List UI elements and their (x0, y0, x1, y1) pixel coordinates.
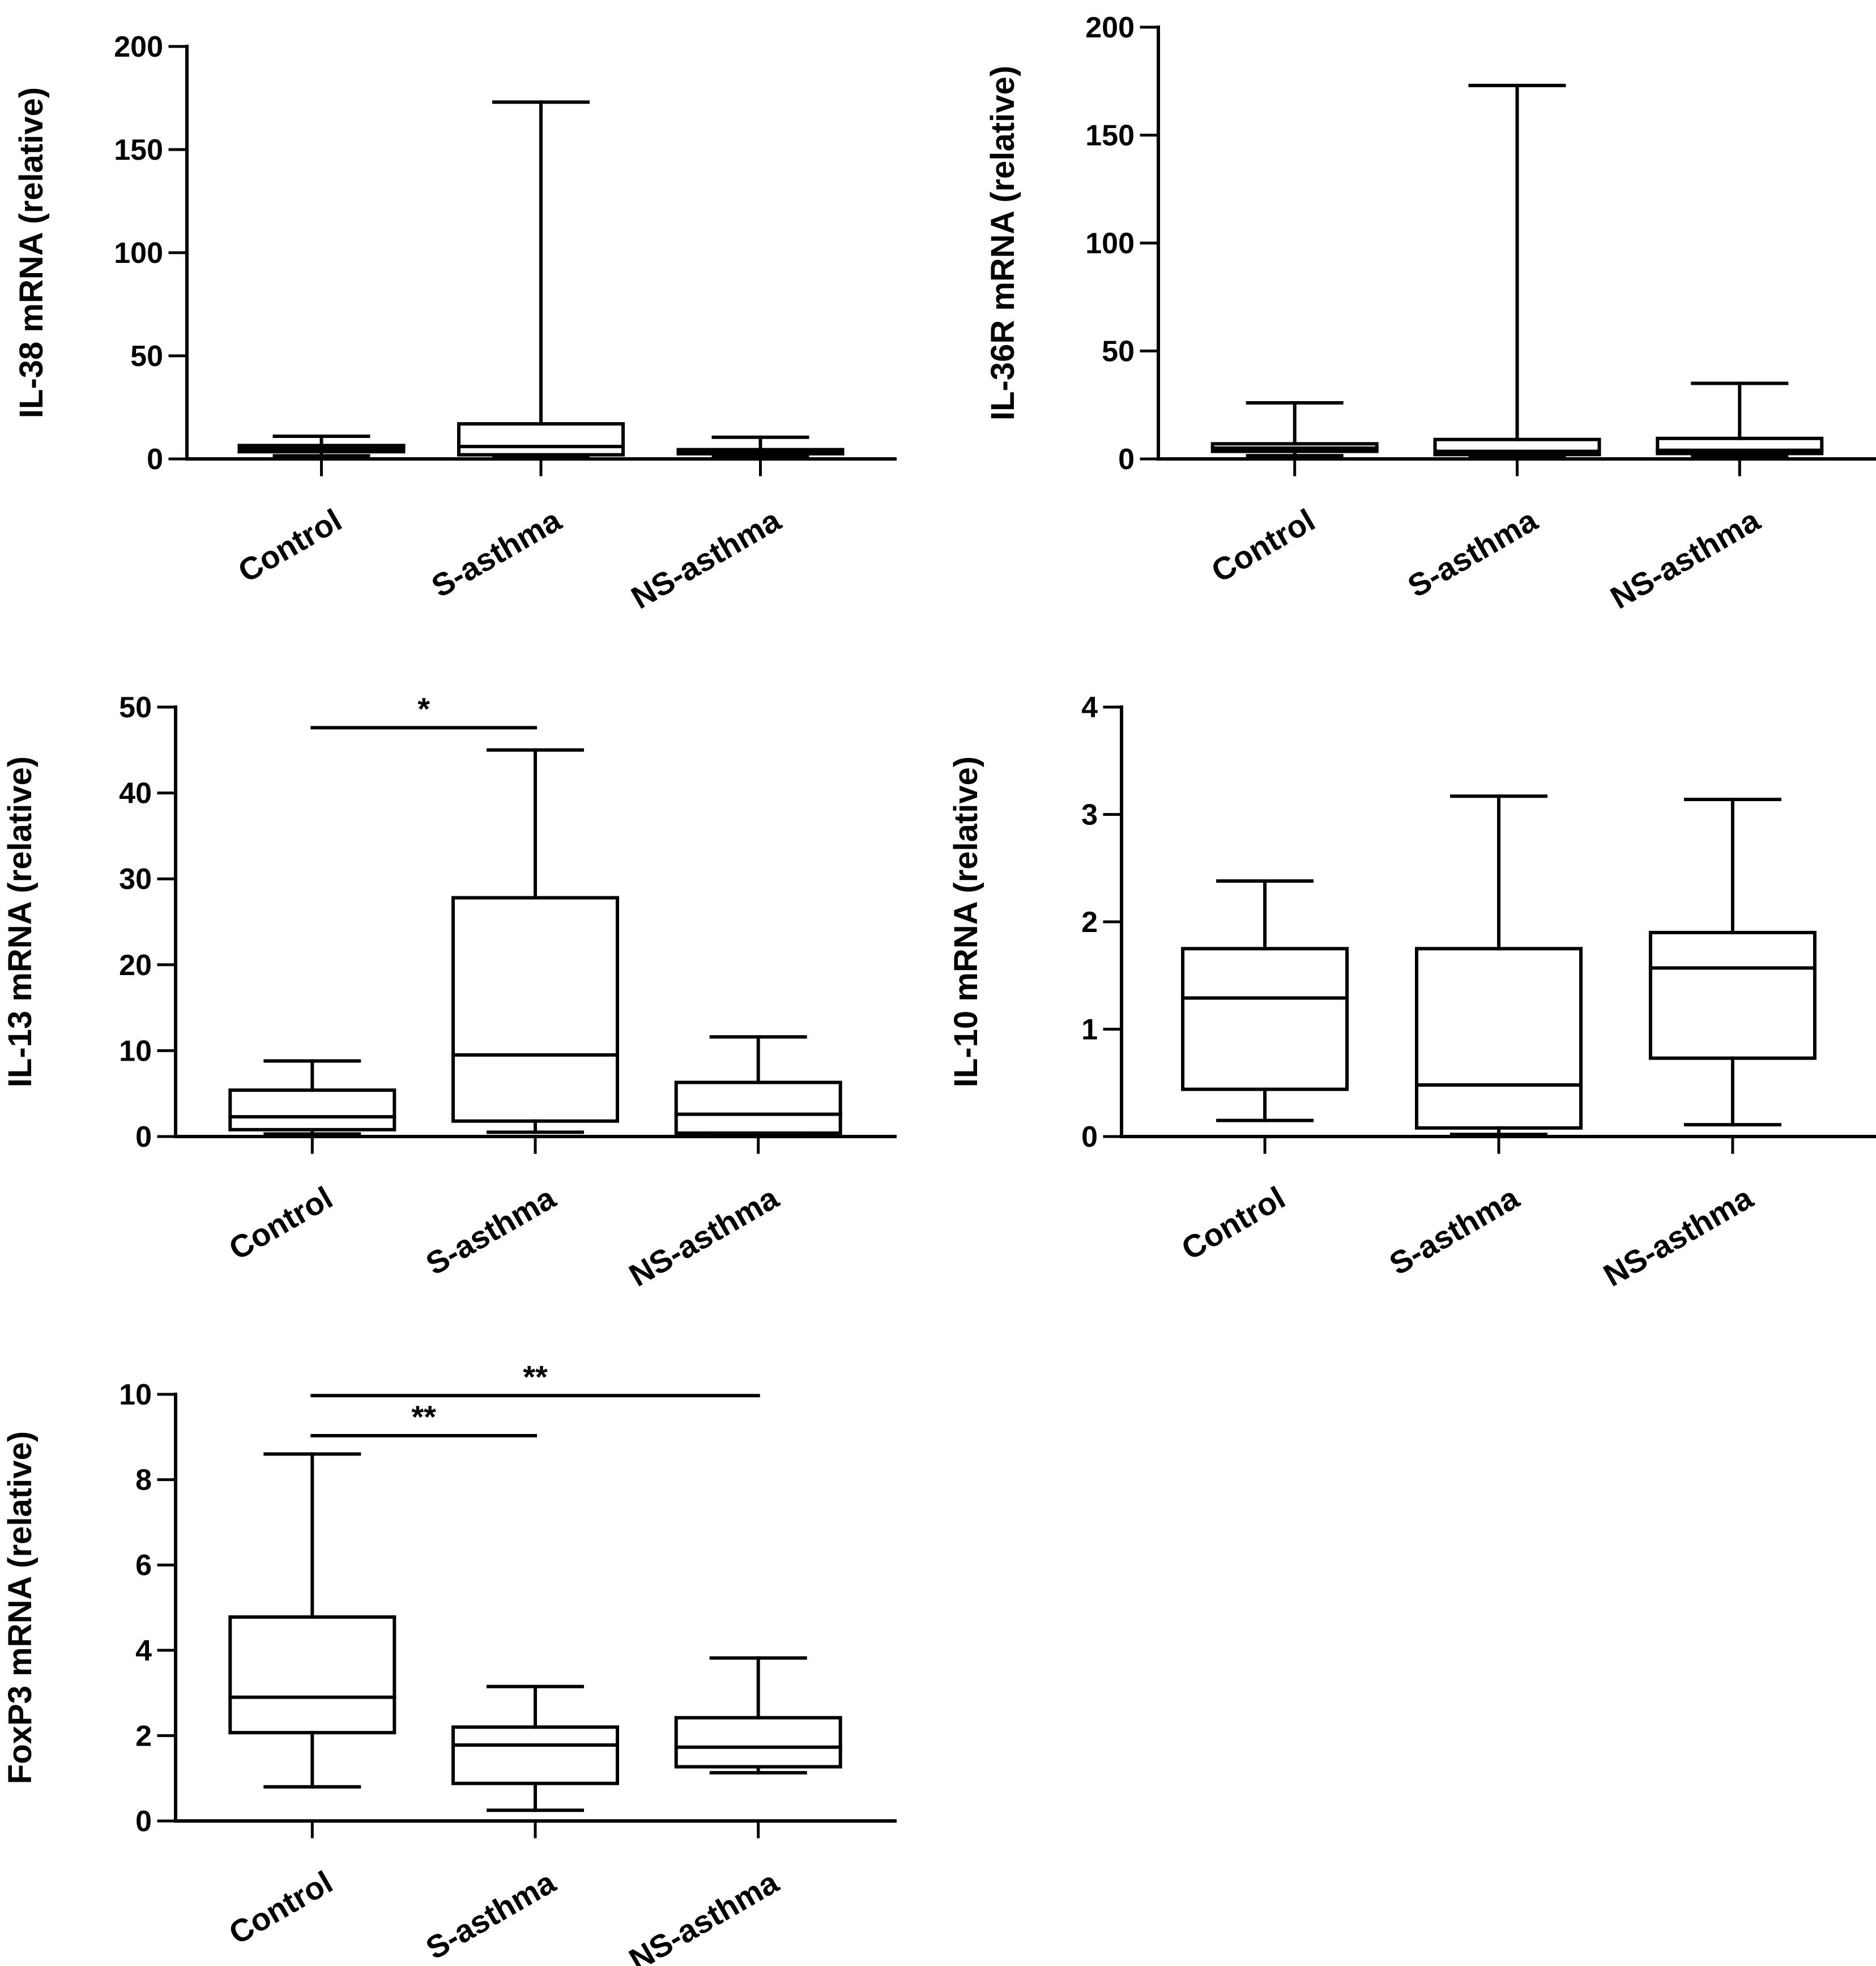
y-tick-label: 50 (1102, 335, 1135, 368)
box-whisker-2 (1433, 83, 1601, 458)
significance-label: ** (523, 1359, 548, 1394)
box-iqr (674, 1716, 842, 1769)
y-tick-label: 8 (135, 1464, 152, 1497)
y-tick-label: 20 (119, 949, 152, 982)
y-tick-label: 0 (1081, 1121, 1098, 1154)
box-whisker-3 (674, 1656, 842, 1774)
y-tick-label: 4 (1081, 691, 1098, 724)
box-iqr (451, 1725, 619, 1785)
y-tick-label: 0 (147, 443, 163, 476)
box-whisker-1 (228, 1059, 396, 1136)
x-tick-label: NS-asthma (623, 1179, 785, 1293)
y-tick-label: 100 (114, 237, 163, 270)
chart-panel: 0 1 2 3 4 Control S-asthma NS-asthma IL-10 mRNA … (948, 691, 1876, 1293)
box-iqr (1181, 947, 1349, 1091)
x-tick-label: NS-asthma (623, 1863, 785, 1966)
y-tick-label: 100 (1085, 227, 1135, 260)
box-whisker-1 (1210, 401, 1379, 458)
y-tick-label: 2 (1081, 906, 1098, 939)
x-tick-label: S-asthma (420, 1179, 562, 1282)
y-axis-title: IL-10 mRNA (relative) (948, 756, 984, 1087)
box-iqr (674, 1080, 842, 1135)
box-whisker-2 (451, 748, 619, 1134)
y-axis-title: IL-36R mRNA (relative) (984, 66, 1021, 420)
significance-label: * (417, 691, 430, 726)
box-whisker-1 (237, 434, 406, 458)
y-tick-label: 200 (114, 31, 163, 63)
x-tick-label: S-asthma (1383, 1179, 1525, 1282)
box-iqr (457, 422, 625, 457)
chart-panel: 0 10 20 30 40 50 Control S-asthma NS-asthma IL-13… (2, 691, 897, 1293)
y-tick-label: 4 (135, 1635, 152, 1667)
box-whisker-3 (1648, 797, 1817, 1127)
x-tick-label: S-asthma (420, 1863, 562, 1966)
y-tick-label: 200 (1085, 11, 1135, 44)
y-tick-label: 6 (135, 1549, 152, 1582)
y-tick-label: 3 (1081, 799, 1098, 832)
x-tick-label: Control (1205, 502, 1321, 589)
x-tick-label: Control (1175, 1180, 1291, 1267)
chart-panel: 0 50 100 150 200 Control S-asthma NS-asthma IL-3… (984, 11, 1876, 616)
x-tick-label: Control (223, 1180, 338, 1267)
y-tick-label: 2 (135, 1720, 152, 1752)
chart-panel: 0 50 100 150 200 Control S-asthma NS-asthma IL-3… (13, 31, 897, 616)
y-axis-title: IL-38 mRNA (relative) (13, 87, 50, 418)
y-tick-label: 10 (119, 1035, 152, 1067)
y-tick-label: 0 (1118, 443, 1135, 476)
y-tick-label: 150 (1085, 120, 1135, 152)
y-tick-label: 50 (130, 340, 163, 373)
x-tick-label: S-asthma (1402, 501, 1544, 604)
x-tick-label: S-asthma (425, 501, 568, 604)
y-axis-title: IL-13 mRNA (relative) (2, 756, 39, 1087)
x-tick-label: NS-asthma (625, 501, 787, 615)
y-tick-label: 1 (1081, 1014, 1098, 1046)
box-whisker-2 (457, 100, 625, 458)
box-whisker-2 (451, 1684, 619, 1812)
y-tick-label: 0 (135, 1805, 152, 1838)
box-iqr (228, 1088, 396, 1131)
box-whisker-1 (1181, 879, 1349, 1122)
y-tick-label: 0 (135, 1121, 152, 1154)
box-iqr (1648, 930, 1817, 1060)
significance-label: ** (411, 1399, 436, 1435)
box-iqr (1415, 947, 1583, 1130)
y-tick-label: 10 (119, 1378, 152, 1411)
chart-panel: 0 2 4 6 8 10 Control S-asthma NS-asthma FoxP3 mRN… (2, 1359, 897, 1966)
y-tick-label: 50 (119, 691, 152, 724)
y-axis-title: FoxP3 mRNA (relative) (2, 1431, 39, 1784)
box-iqr (228, 1615, 396, 1735)
x-tick-label: Control (232, 502, 348, 589)
x-tick-label: NS-asthma (1604, 501, 1766, 615)
x-tick-label: Control (223, 1864, 338, 1951)
box-whisker-3 (1656, 381, 1824, 458)
y-tick-label: 40 (119, 777, 152, 810)
box-iqr (451, 896, 619, 1123)
y-tick-label: 150 (114, 134, 163, 167)
box-whisker-2 (1415, 794, 1583, 1137)
box-whisker-3 (674, 1035, 842, 1137)
box-iqr (1433, 437, 1601, 457)
box-iqr (1656, 436, 1824, 456)
box-whisker-1 (228, 1452, 396, 1789)
y-tick-label: 30 (119, 863, 152, 896)
box-whisker-3 (676, 435, 845, 459)
x-tick-label: NS-asthma (1597, 1179, 1759, 1293)
